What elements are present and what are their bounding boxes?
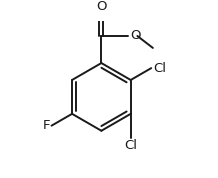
Text: F: F (42, 119, 50, 132)
Text: O: O (130, 30, 141, 43)
Text: O: O (96, 0, 107, 13)
Text: Cl: Cl (124, 139, 137, 152)
Text: Cl: Cl (153, 62, 166, 75)
